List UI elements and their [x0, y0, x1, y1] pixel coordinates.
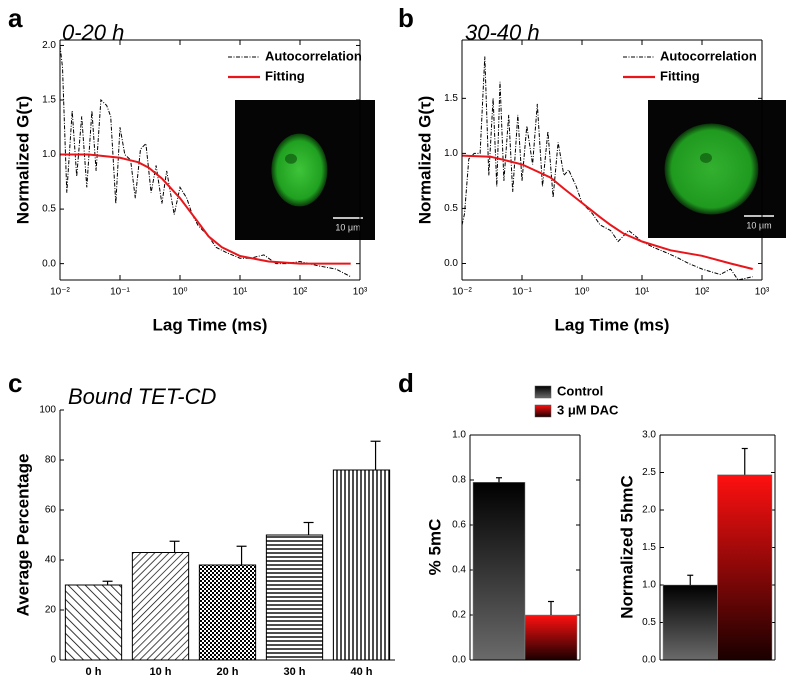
legend-label: Fitting	[660, 68, 700, 83]
y-tick-label: 1.5	[444, 93, 458, 104]
x-tick-label: 10³	[755, 287, 770, 298]
y-tick-label: 1.0	[452, 430, 466, 441]
bar	[265, 534, 324, 661]
y-tick-label: 1.5	[42, 95, 56, 106]
bar	[662, 584, 718, 661]
y-axis-label: Normalized G(τ)	[415, 96, 434, 225]
bar	[472, 482, 526, 661]
y-tick-label: 0.2	[452, 610, 466, 621]
legend-label: Control	[557, 383, 603, 398]
panel-letter: b	[398, 3, 414, 33]
panel-letter: d	[398, 368, 414, 398]
inset-nucleolus	[285, 153, 297, 164]
series-line	[59, 45, 351, 278]
x-tick-label: 0 h	[86, 666, 102, 678]
panel-letter: c	[8, 368, 22, 398]
inset-cell	[271, 133, 328, 207]
y-tick-label: 0.5	[444, 203, 458, 214]
y-axis-label: % 5mC	[425, 519, 444, 576]
scale-label: 10 μm	[335, 222, 360, 232]
x-tick-label: 10 h	[149, 666, 171, 678]
legend-label: 3 μM DAC	[557, 402, 619, 417]
y-axis-label: Average Percentage	[13, 454, 32, 617]
y-tick-label: 1.0	[642, 580, 656, 591]
series-line	[461, 154, 753, 270]
panel-title: 0-20 h	[62, 20, 124, 45]
y-tick-label: 0.5	[42, 204, 56, 215]
legend-swatch	[534, 404, 552, 418]
bar	[717, 474, 773, 661]
legend-label: Autocorrelation	[265, 48, 362, 63]
y-tick-label: 100	[39, 405, 56, 416]
x-tick-label: 30 h	[283, 666, 305, 678]
panel-title: 30-40 h	[465, 20, 540, 45]
x-tick-label: 10⁰	[574, 287, 589, 298]
y-tick-label: 0.4	[452, 565, 466, 576]
x-tick-label: 10¹	[233, 287, 248, 298]
y-tick-label: 2.0	[42, 40, 56, 51]
y-tick-label: 2.0	[642, 505, 656, 516]
y-axis-label: Normalized 5hmC	[617, 475, 636, 619]
x-tick-label: 10⁰	[172, 287, 187, 298]
y-tick-label: 80	[45, 455, 57, 466]
series-line	[461, 56, 753, 281]
x-axis-label: Lag Time (ms)	[555, 315, 670, 334]
y-tick-label: 60	[45, 505, 57, 516]
x-tick-label: 10⁻²	[452, 287, 472, 298]
scale-label: 10 μm	[746, 220, 771, 230]
y-tick-label: 1.0	[42, 149, 56, 160]
series-line	[60, 153, 351, 265]
y-axis-label: Normalized G(τ)	[13, 96, 32, 225]
y-tick-label: 3.0	[642, 430, 656, 441]
bar	[332, 469, 391, 661]
y-tick-label: 1.5	[642, 542, 656, 553]
y-tick-label: 40	[45, 555, 57, 566]
y-tick-label: 0.0	[642, 655, 656, 666]
x-tick-label: 10³	[353, 287, 368, 298]
panel-title: Bound TET-CD	[68, 384, 216, 409]
legend-swatch	[534, 385, 552, 399]
inset-nucleolus	[699, 152, 712, 163]
x-tick-label: 10⁻²	[50, 287, 70, 298]
bar	[524, 614, 578, 661]
y-tick-label: 0.6	[452, 520, 466, 531]
bar	[64, 584, 123, 661]
y-tick-label: 20	[45, 605, 57, 616]
y-tick-label: 0.0	[42, 258, 56, 269]
x-axis-label: Lag Time (ms)	[153, 315, 268, 334]
x-tick-label: 10²	[695, 287, 710, 298]
y-tick-label: 0.0	[444, 258, 458, 269]
y-tick-label: 1.0	[444, 148, 458, 159]
y-tick-label: 0.8	[452, 475, 466, 486]
y-tick-label: 0.5	[642, 617, 656, 628]
y-tick-label: 0	[50, 655, 56, 666]
panel-letter: a	[8, 3, 23, 33]
legend-label: Autocorrelation	[660, 48, 757, 63]
bar	[131, 552, 190, 661]
x-tick-label: 10⁻¹	[110, 287, 130, 298]
x-tick-label: 10⁻¹	[512, 287, 532, 298]
y-tick-label: 0.0	[452, 655, 466, 666]
y-tick-label: 2.5	[642, 467, 656, 478]
inset-cell	[664, 123, 759, 215]
bar	[198, 564, 257, 661]
x-tick-label: 40 h	[350, 666, 372, 678]
x-tick-label: 20 h	[216, 666, 238, 678]
legend-label: Fitting	[265, 68, 305, 83]
x-tick-label: 10²	[293, 287, 308, 298]
x-tick-label: 10¹	[635, 287, 650, 298]
